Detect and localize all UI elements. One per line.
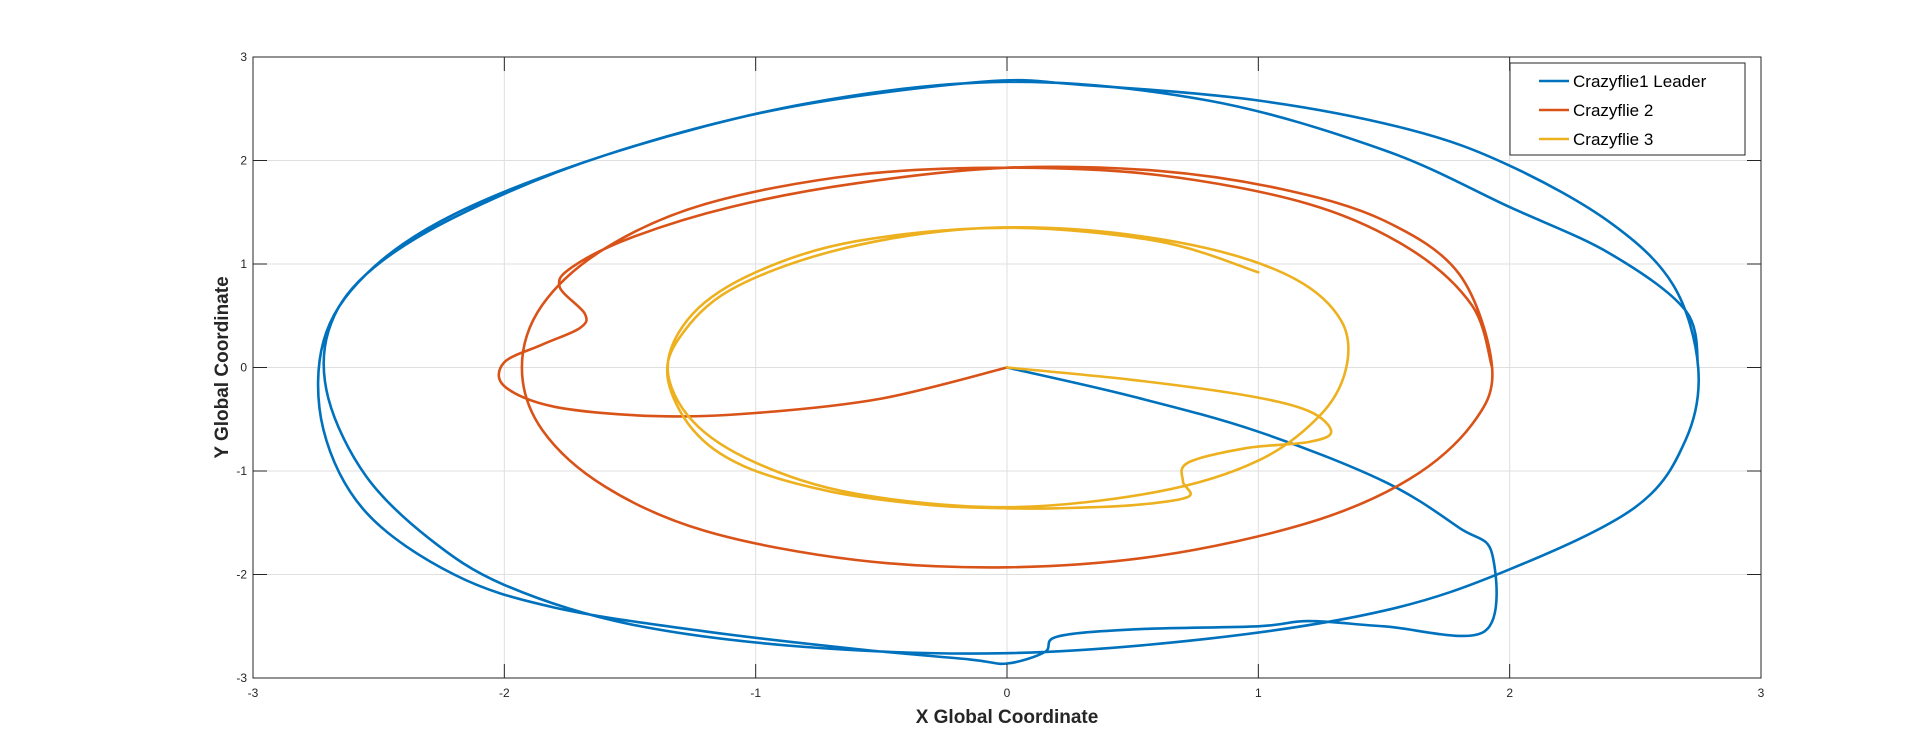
y-tick-label: 0 [240,361,247,375]
y-tick-label: -3 [236,671,247,685]
y-tick-label: -2 [236,568,247,582]
plot-area: -3 -2 -1 0 1 2 3 -3 -2 -1 0 1 2 3 [236,50,1764,700]
x-tick-label: 1 [1255,686,1262,700]
series-line-1 [316,78,1700,666]
x-tick-label: -2 [499,686,510,700]
y-tick-label: 1 [240,257,247,271]
x-axis-label: X Global Coordinate [916,707,1099,728]
series-line-3 [665,225,1350,510]
y-tick-label: 2 [240,154,247,168]
y-tick-label: -1 [236,464,247,478]
legend-label-1: Crazyflie1 Leader [1573,72,1707,91]
y-axis-label: Y Global Coordinate [212,276,233,458]
x-tick-label: -3 [248,686,259,700]
x-tick-label: -1 [750,686,761,700]
legend-label-3: Crazyflie 3 [1573,130,1653,149]
x-tick-label: 2 [1506,686,1513,700]
series-line-2 [497,165,1494,569]
legend: Crazyflie1 Leader Crazyflie 2 Crazyflie 3 [1509,62,1746,156]
series-layer [316,78,1700,666]
x-tick-label: 0 [1004,686,1011,700]
x-tick-label: 3 [1758,686,1765,700]
legend-label-2: Crazyflie 2 [1573,101,1653,120]
y-tick-label: 3 [240,50,247,64]
